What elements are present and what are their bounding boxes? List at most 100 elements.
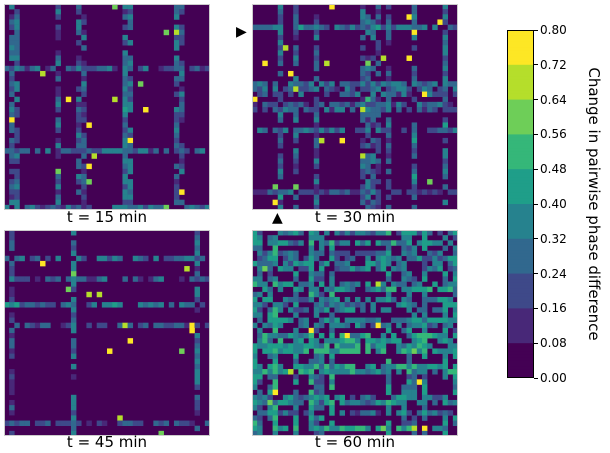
- heatmap-cell: [396, 81, 402, 87]
- heatmap-cell: [360, 34, 366, 41]
- heatmap-cell: [257, 250, 263, 257]
- colorbar-segment: [507, 41, 534, 45]
- colorbar-segment: [507, 262, 534, 266]
- heatmap-cell: [375, 70, 382, 77]
- heatmap-cell: [442, 199, 448, 206]
- heatmap-cell: [9, 369, 15, 375]
- heatmap-panel-1: [4, 4, 210, 210]
- heatmap-cell: [396, 302, 402, 308]
- heatmap-cell: [318, 374, 325, 380]
- heatmap-cell: [442, 348, 448, 354]
- heatmap-cell: [432, 81, 438, 87]
- heatmap-cell: [355, 348, 361, 354]
- heatmap-cell: [375, 296, 382, 303]
- heatmap-cell: [127, 96, 134, 103]
- heatmap-cell: [401, 394, 407, 401]
- heatmap-cell: [293, 19, 299, 25]
- heatmap-cell: [406, 327, 412, 334]
- heatmap-cell: [132, 255, 139, 262]
- heatmap-cell: [437, 410, 443, 416]
- heatmap-cell: [277, 266, 284, 272]
- heatmap-cell: [288, 410, 294, 416]
- heatmap-cell: [442, 76, 448, 82]
- heatmap-cell: [391, 399, 397, 406]
- heatmap-cell: [70, 405, 77, 411]
- heatmap-cell: [282, 348, 289, 354]
- heatmap-cell: [365, 143, 371, 149]
- heatmap-cell: [9, 107, 15, 113]
- heatmap-cell: [375, 194, 382, 200]
- heatmap-cell: [365, 250, 371, 257]
- heatmap-cell: [437, 240, 443, 246]
- heatmap-frame: [4, 4, 210, 210]
- heatmap-cell: [288, 81, 294, 87]
- heatmap-cell: [308, 415, 315, 421]
- heatmap-cell: [272, 415, 279, 421]
- heatmap-cell: [76, 132, 82, 139]
- colorbar-segment: [507, 337, 534, 341]
- heatmap-cell: [252, 384, 258, 390]
- heatmap-cell: [442, 65, 448, 72]
- heatmap-cell: [81, 153, 87, 159]
- heatmap-cell: [308, 394, 315, 401]
- heatmap-cell: [360, 127, 366, 134]
- heatmap-cell: [375, 369, 382, 375]
- heatmap-cell: [194, 250, 200, 257]
- heatmap-cell: [9, 184, 15, 190]
- heatmap-cell: [70, 260, 77, 267]
- heatmap-cell: [313, 425, 320, 432]
- heatmap-cell: [313, 348, 320, 354]
- heatmap-cell: [329, 86, 335, 92]
- heatmap-cell: [50, 276, 56, 282]
- heatmap-cell: [122, 137, 128, 144]
- heatmap-cell: [257, 307, 263, 313]
- heatmap-cell: [411, 81, 418, 87]
- heatmap-cell: [122, 132, 128, 139]
- colorbar-segment: [507, 76, 534, 80]
- heatmap-cell: [173, 45, 180, 51]
- heatmap-cell: [391, 81, 397, 87]
- heatmap-cell: [298, 24, 304, 31]
- heatmap-cell: [385, 204, 392, 210]
- heatmap-cell: [365, 70, 371, 77]
- heatmap-cell: [370, 260, 376, 267]
- heatmap-cell: [288, 86, 294, 92]
- heatmap-cell: [442, 363, 448, 370]
- heatmap-cell: [308, 420, 315, 426]
- heatmap-cell: [370, 410, 376, 416]
- heatmap-cell: [432, 410, 438, 416]
- heatmap-cell: [70, 399, 77, 406]
- heatmap-cell: [329, 338, 335, 344]
- heatmap-cell: [9, 14, 15, 20]
- heatmap-cell: [442, 271, 448, 277]
- heatmap-cell: [452, 307, 458, 313]
- heatmap-cell: [267, 250, 273, 257]
- heatmap-cell: [432, 24, 438, 31]
- heatmap-cell: [122, 153, 128, 159]
- colorbar-segment: [507, 282, 534, 286]
- heatmap-cell: [122, 50, 128, 56]
- heatmap-cell: [65, 286, 72, 293]
- heatmap-cell: [70, 322, 77, 329]
- heatmap-cell: [143, 107, 149, 113]
- heatmap-cell: [127, 19, 134, 25]
- heatmap-cell: [204, 322, 210, 329]
- heatmap-cell: [262, 343, 268, 349]
- row-marker-arrow: ▶: [236, 24, 247, 40]
- heatmap-cell: [9, 399, 15, 406]
- heatmap-cell: [365, 199, 371, 206]
- heatmap-cell: [365, 255, 371, 262]
- heatmap-cell: [86, 322, 92, 329]
- heatmap-cell: [318, 389, 325, 396]
- heatmap-cell: [163, 204, 170, 210]
- heatmap-cell: [329, 255, 335, 262]
- heatmap-cell: [76, 19, 82, 25]
- heatmap-cell: [173, 189, 180, 195]
- heatmap-cell: [360, 143, 366, 149]
- heatmap-cell: [416, 101, 423, 108]
- heatmap-cell: [293, 276, 299, 282]
- heatmap-cell: [365, 266, 371, 272]
- heatmap-cell: [173, 9, 180, 15]
- heatmap-cell: [122, 122, 128, 128]
- heatmap-cell: [194, 394, 200, 401]
